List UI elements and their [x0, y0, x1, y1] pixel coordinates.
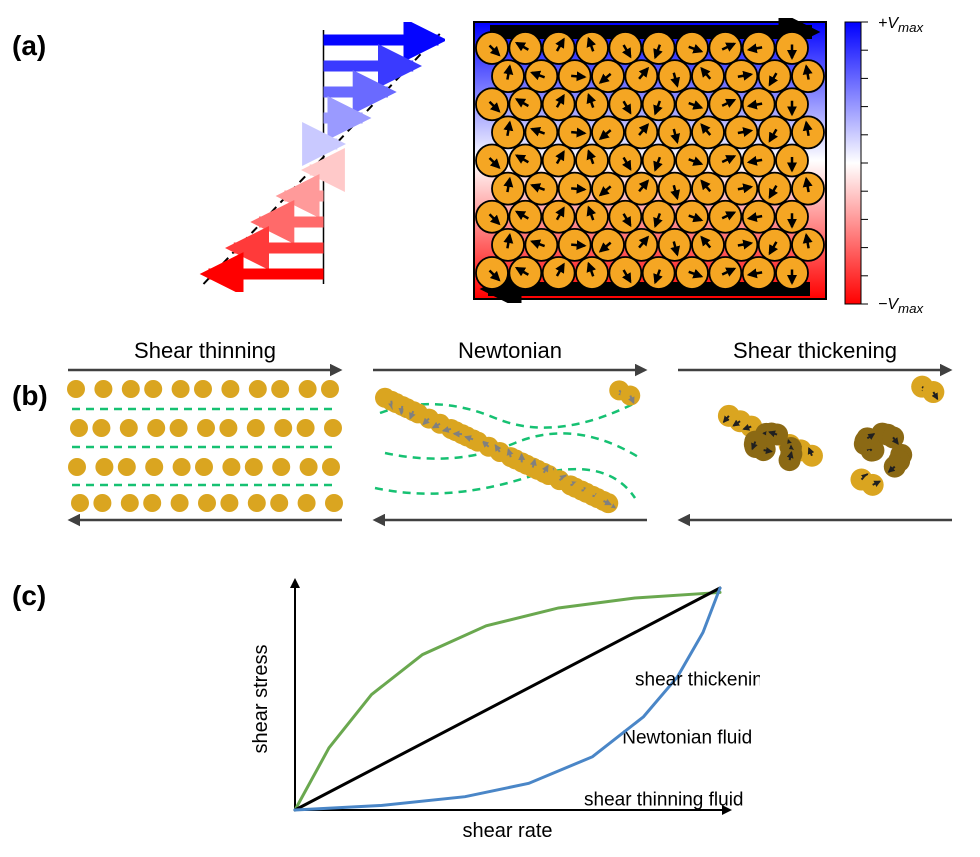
panel-c-label: (c) — [12, 580, 46, 612]
particle-box — [470, 18, 830, 303]
svg-text:shear thickening fluid: shear thickening fluid — [635, 670, 760, 691]
svg-text:shear thinning fluid: shear thinning fluid — [584, 790, 744, 811]
svg-text:shear rate: shear rate — [462, 820, 552, 842]
colorbar-top-label: +Vmax — [878, 15, 923, 35]
rheology-chart: shear rate shear stress shear thinning flu… — [240, 570, 760, 845]
shear-thinning-cell — [60, 358, 350, 528]
svg-text:shear stress: shear stress — [250, 645, 272, 754]
panel-b-label: (b) — [12, 380, 48, 412]
newtonian-cell — [365, 358, 655, 528]
colorbar-bottom-label: −Vmax — [878, 296, 923, 316]
velocity-colorbar — [842, 18, 872, 308]
panel-a-label: (a) — [12, 30, 46, 62]
velocity-profile — [175, 22, 445, 292]
shear-thickening-cell — [670, 358, 960, 528]
svg-text:Newtonian fluid: Newtonian fluid — [622, 727, 752, 748]
